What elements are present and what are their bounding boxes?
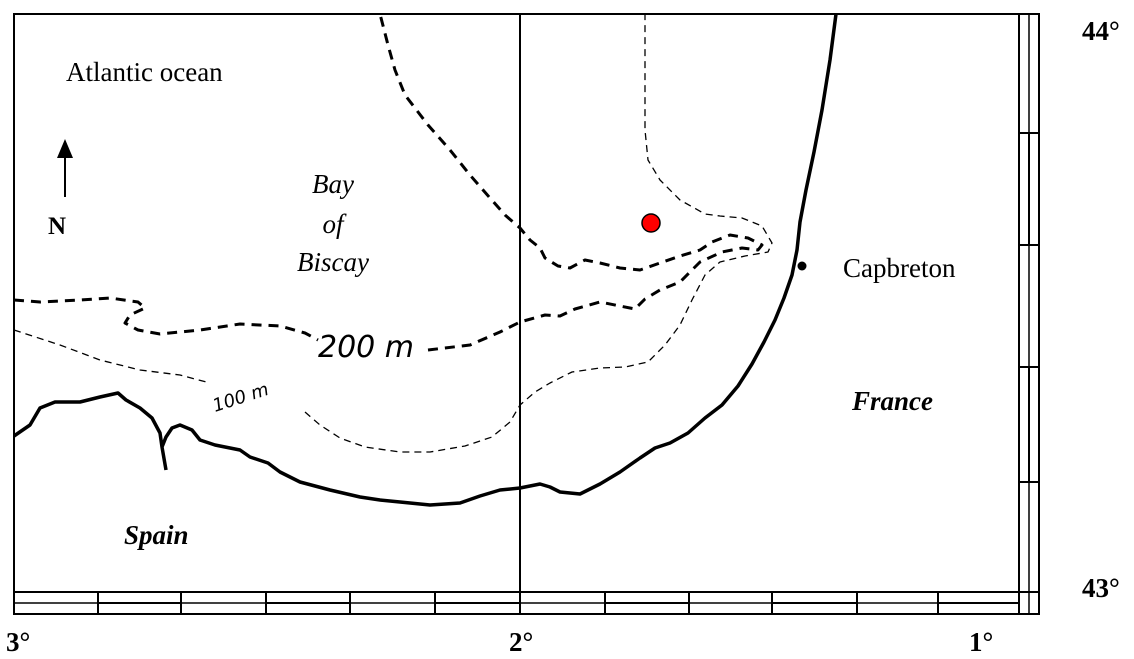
north-arrow <box>57 139 73 197</box>
ocean-label: Atlantic ocean <box>66 57 223 87</box>
longitude-label-1: 1° <box>969 627 993 657</box>
site-marker <box>641 213 661 233</box>
longitude-label-2: 2° <box>509 627 533 657</box>
map-frame <box>13 13 1020 593</box>
spain-label: Spain <box>124 520 189 550</box>
bay-label-line2: of <box>322 209 347 239</box>
france-label: France <box>851 386 933 416</box>
isobath-200m-label: 200 m <box>318 330 414 365</box>
longitude-scale-bar <box>13 591 1040 615</box>
isobath-200m <box>13 13 764 352</box>
capbreton-dot <box>797 261 807 271</box>
latitude-scale-bar <box>1018 13 1040 615</box>
latitude-label-43: 43° <box>1082 573 1120 603</box>
north-label: N <box>48 213 66 240</box>
bay-label-line1: Bay <box>312 169 354 199</box>
isobath-100m-label: 100 m <box>210 379 271 417</box>
bay-label-line3: Biscay <box>297 247 369 277</box>
capbreton-label: Capbreton <box>843 253 956 283</box>
coastline <box>13 13 838 507</box>
longitude-label-3: 3° <box>6 627 30 657</box>
isobath-100m <box>13 14 773 453</box>
latitude-label-44: 44° <box>1082 16 1120 46</box>
